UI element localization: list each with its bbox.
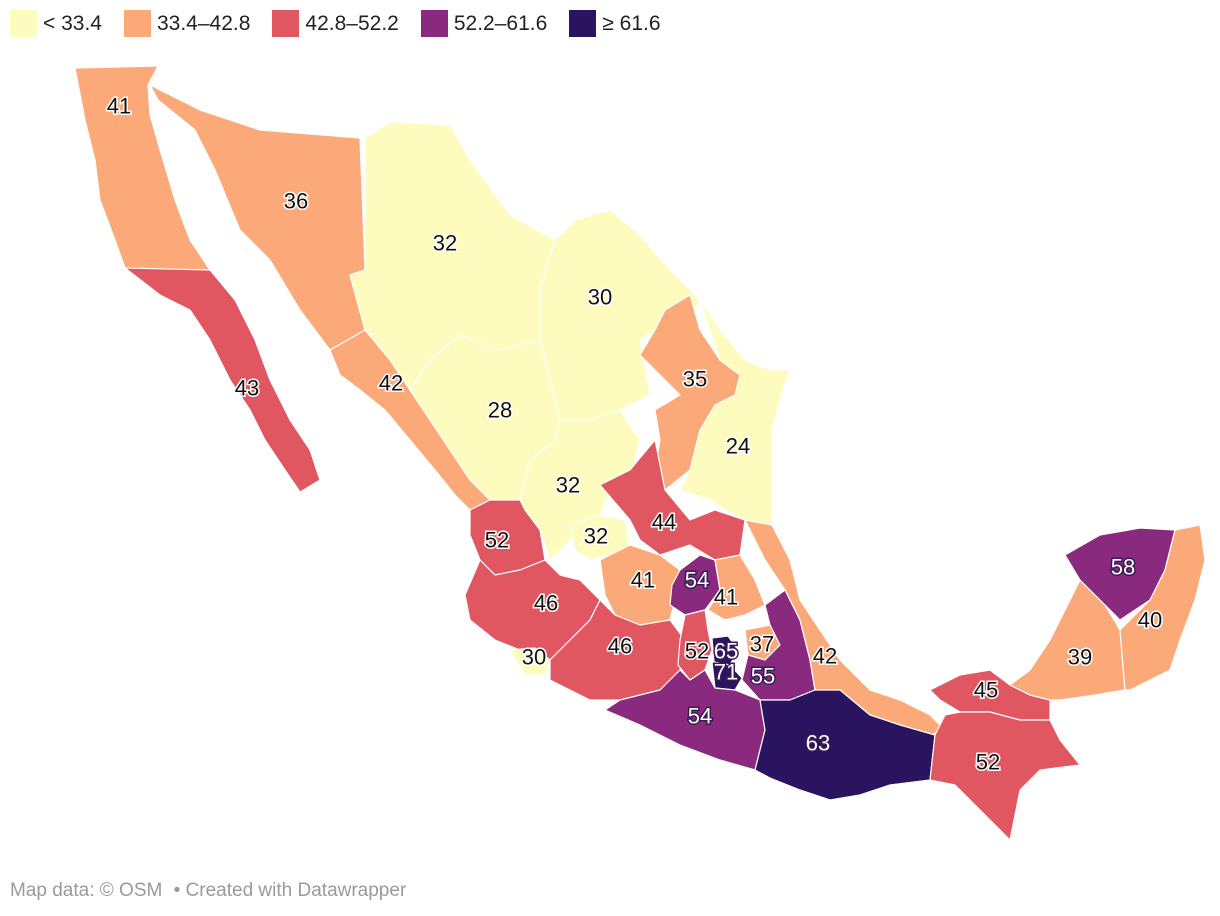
region-value-label: 71 — [714, 660, 738, 685]
legend-swatch — [420, 10, 448, 37]
legend-label: ≥ 61.6 — [602, 11, 661, 35]
legend-item: < 33.4 — [10, 10, 102, 37]
legend-swatch — [569, 10, 597, 37]
region-chiapas[interactable] — [929, 711, 1081, 841]
region-value-label: 37 — [750, 632, 774, 657]
region-value-label: 54 — [688, 704, 712, 729]
region-value-label: 58 — [1111, 555, 1135, 580]
region-value-label: 32 — [556, 473, 580, 498]
region-morelos[interactable] — [711, 661, 743, 691]
region-value-label: 55 — [751, 664, 775, 689]
region-value-label: 46 — [608, 634, 632, 659]
region-value-label: 63 — [806, 731, 830, 756]
region-value-label: 65 — [714, 639, 738, 664]
legend-label: < 33.4 — [43, 11, 102, 35]
region-value-label: 42 — [813, 644, 837, 669]
region-value-label: 43 — [235, 376, 259, 401]
region-value-label: 32 — [584, 524, 608, 549]
region-value-label: 41 — [631, 568, 655, 593]
region-value-label: 24 — [726, 434, 750, 459]
region-san-luis-potosi[interactable] — [599, 439, 746, 561]
legend-label: 33.4–42.8 — [156, 11, 251, 35]
region-value-label: 40 — [1138, 608, 1162, 633]
region-baja-california-sur[interactable] — [124, 267, 321, 493]
region-tamaulipas[interactable] — [679, 299, 791, 526]
region-value-label: 36 — [284, 189, 308, 214]
region-value-label: 52 — [685, 639, 709, 664]
region-ciudad-de-mexico[interactable] — [711, 635, 739, 666]
region-baja-california[interactable] — [74, 65, 211, 271]
legend-swatch — [10, 10, 37, 37]
region-value-label: 44 — [652, 510, 676, 535]
region-value-label: 30 — [522, 645, 546, 670]
legend-item: 33.4–42.8 — [123, 10, 251, 37]
region-value-label: 39 — [1068, 645, 1092, 670]
region-nuevo-leon[interactable] — [639, 294, 741, 491]
region-value-label: 46 — [534, 591, 558, 616]
region-value-label: 28 — [488, 398, 512, 423]
region-value-label: 41 — [107, 94, 131, 119]
region-value-label: 41 — [714, 585, 738, 610]
legend-item: 52.2–61.6 — [420, 10, 548, 37]
region-tabasco[interactable] — [929, 669, 1051, 721]
legend-item: ≥ 61.6 — [569, 10, 661, 37]
region-quintana-roo[interactable] — [1119, 524, 1206, 691]
region-value-label: 45 — [974, 678, 998, 703]
region-oaxaca[interactable] — [754, 689, 936, 801]
legend-item: 42.8–52.2 — [272, 10, 399, 37]
footer: Map data: © OSM • Created with Datawrapp… — [10, 880, 412, 902]
legend-swatch — [123, 10, 151, 37]
region-value-label: 54 — [685, 568, 709, 593]
legend-swatch — [272, 10, 300, 37]
region-guanajuato[interactable] — [599, 544, 681, 626]
region-hidalgo[interactable] — [707, 554, 766, 621]
region-value-label: 32 — [433, 231, 457, 256]
region-sonora[interactable] — [149, 84, 366, 351]
region-value-label: 30 — [588, 285, 612, 310]
legend-label: 52.2–61.6 — [453, 11, 548, 35]
region-value-label: 52 — [976, 750, 1000, 775]
region-value-label: 42 — [379, 371, 403, 396]
legend: < 33.4 33.4–42.8 42.8–52.2 52.2–61.6 ≥ 6… — [10, 10, 683, 37]
region-colima[interactable] — [509, 647, 551, 676]
legend-label: 42.8–52.2 — [305, 11, 399, 35]
datawrapper-credit: • Created with Datawrapper — [173, 880, 407, 901]
region-value-label: 35 — [683, 367, 707, 392]
map-data-credit: Map data: © OSM — [10, 880, 163, 901]
region-value-label: 52 — [485, 528, 509, 553]
